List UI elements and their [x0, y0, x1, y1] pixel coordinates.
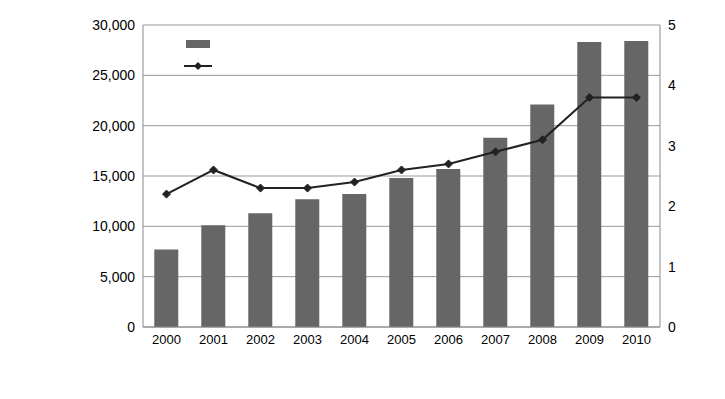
- svg-text:3: 3: [668, 138, 676, 154]
- svg-text:1: 1: [668, 259, 676, 275]
- svg-text:2007: 2007: [481, 332, 510, 347]
- svg-text:30,000: 30,000: [92, 17, 135, 33]
- svg-text:15,000: 15,000: [92, 168, 135, 184]
- svg-text:2006: 2006: [434, 332, 463, 347]
- svg-text:2008: 2008: [528, 332, 557, 347]
- svg-text:2002: 2002: [246, 332, 275, 347]
- svg-text:2005: 2005: [387, 332, 416, 347]
- svg-text:5: 5: [668, 17, 676, 33]
- svg-text:2003: 2003: [293, 332, 322, 347]
- svg-text:20,000: 20,000: [92, 118, 135, 134]
- svg-text:2000: 2000: [152, 332, 181, 347]
- svg-text:10,000: 10,000: [92, 218, 135, 234]
- svg-text:0: 0: [127, 319, 135, 335]
- svg-text:25,000: 25,000: [92, 67, 135, 83]
- svg-text:4: 4: [668, 77, 676, 93]
- svg-text:2010: 2010: [622, 332, 651, 347]
- svg-text:2001: 2001: [199, 332, 228, 347]
- svg-text:0: 0: [668, 319, 676, 335]
- svg-text:2: 2: [668, 198, 676, 214]
- svg-text:2009: 2009: [575, 332, 604, 347]
- svg-text:5,000: 5,000: [100, 269, 135, 285]
- svg-text:2004: 2004: [340, 332, 369, 347]
